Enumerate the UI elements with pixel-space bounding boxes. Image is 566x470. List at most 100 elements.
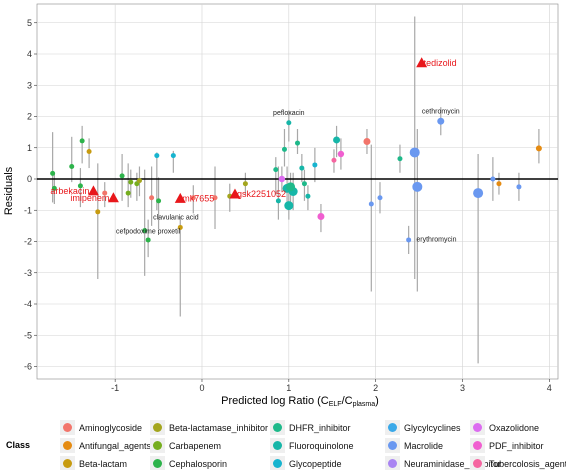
legend-key [153,459,162,468]
x-axis-title-main: Predicted log Ratio (C [221,395,329,407]
data-point [156,198,162,204]
data-point [377,195,383,201]
legend-label: Oxazolidone [489,423,539,433]
legend-label: Glycopeptide [289,459,342,469]
data-point [368,201,374,207]
data-point [535,145,542,152]
legend-label: DHFR_inhibitor [289,423,351,433]
data-point [337,150,345,158]
data-point [170,153,176,159]
data-point [299,165,305,171]
legend-key [63,441,72,450]
legend-key [473,441,482,450]
data-point [397,156,403,162]
data-point [145,237,151,243]
data-point [286,182,296,192]
legend-label: Aminoglycoside [79,423,142,433]
x-tick-label: 3 [460,383,465,393]
point-annotation: pefloxacin [273,110,305,117]
data-point [516,184,522,190]
highlight-triangle [107,192,119,203]
x-axis-title-sub-plasma: plasma [353,401,376,408]
data-point [136,178,142,184]
legend-key [153,423,162,432]
highlight-label: arbekacin [50,186,89,196]
legend-key [63,459,72,468]
legend-key [473,459,482,468]
legend-label: Beta-lactamase_inhibitor [169,423,268,433]
legend-key [388,423,397,432]
highlight-label: imipenem [70,193,109,203]
legend-key [273,459,282,468]
legend-label: Beta-lactam [79,459,127,469]
data-point [409,147,420,158]
data-point [190,195,196,201]
y-tick-label: -5 [24,330,32,340]
x-tick-label: -1 [111,383,119,393]
legend-key [388,459,397,468]
data-point [50,170,56,176]
x-axis-ticks: -1 0 1 2 3 4 [111,379,552,393]
data-point [212,195,218,201]
data-point [333,136,341,144]
point-annotation: erythromycin [416,237,456,244]
data-point [317,213,325,220]
data-point [242,181,248,187]
y-tick-label: -6 [24,362,32,372]
data-point [295,140,300,146]
data-point [312,162,318,168]
data-point [102,190,108,196]
data-point [51,185,57,191]
point-annotation: clavulanic acid [153,215,199,222]
point-annotation: cefpodoxime proxetil [116,229,181,236]
legend-title: Class [6,440,30,450]
data-point [490,176,496,182]
legend-label: Tubercolosis_agents [489,459,566,469]
data-point [281,146,287,152]
data-point [154,153,160,159]
legend-key [273,423,282,432]
data-point [301,181,307,187]
y-tick-label: -2 [24,237,32,247]
y-tick-label: 0 [27,174,32,184]
data-point [473,188,484,199]
y-tick-label: 5 [27,18,32,28]
data-point [305,193,311,199]
y-tick-label: -3 [24,268,32,278]
highlight-label: gsk2251052 [237,189,286,199]
highlight-triangle [416,57,428,68]
legend-label: Fluoroquinolone [289,441,354,451]
y-axis-title: Residuals [3,166,15,215]
data-point [278,175,286,183]
legend-key [63,423,72,432]
data-point [125,190,131,196]
legend-label: Antifungal_agents [79,441,152,451]
x-axis-title-end: ) [375,395,379,407]
x-axis-title: Predicted log Ratio (CELF/Cplasma) [221,395,379,408]
gridlines [37,4,558,379]
legend-label: Carbapenem [169,441,221,451]
data-point [95,209,101,215]
highlight-label: mk7655 [182,193,214,203]
y-tick-label: -4 [24,299,32,309]
data-point [128,179,134,185]
x-tick-label: 1 [286,383,291,393]
data-points [50,117,542,243]
highlight-triangle [174,192,186,203]
data-point [284,201,294,211]
x-tick-label: 0 [199,383,204,393]
data-point [77,183,83,189]
point-annotation: cethromycin [422,108,460,115]
y-tick-label: 1 [27,143,32,153]
legend-key [388,441,397,450]
data-point [86,149,92,154]
y-tick-label: 3 [27,80,32,90]
legend: Aminoglycoside Antifungal_agents Beta-lact… [60,420,566,470]
legend-label: Cephalosporin [169,459,227,469]
y-axis-ticks: 5 4 3 2 1 0 -1 -2 -3 -4 -5 -6 [24,18,37,372]
legend-key [153,441,162,450]
x-tick-label: 4 [547,383,552,393]
data-point [331,157,337,163]
data-point [79,138,85,144]
